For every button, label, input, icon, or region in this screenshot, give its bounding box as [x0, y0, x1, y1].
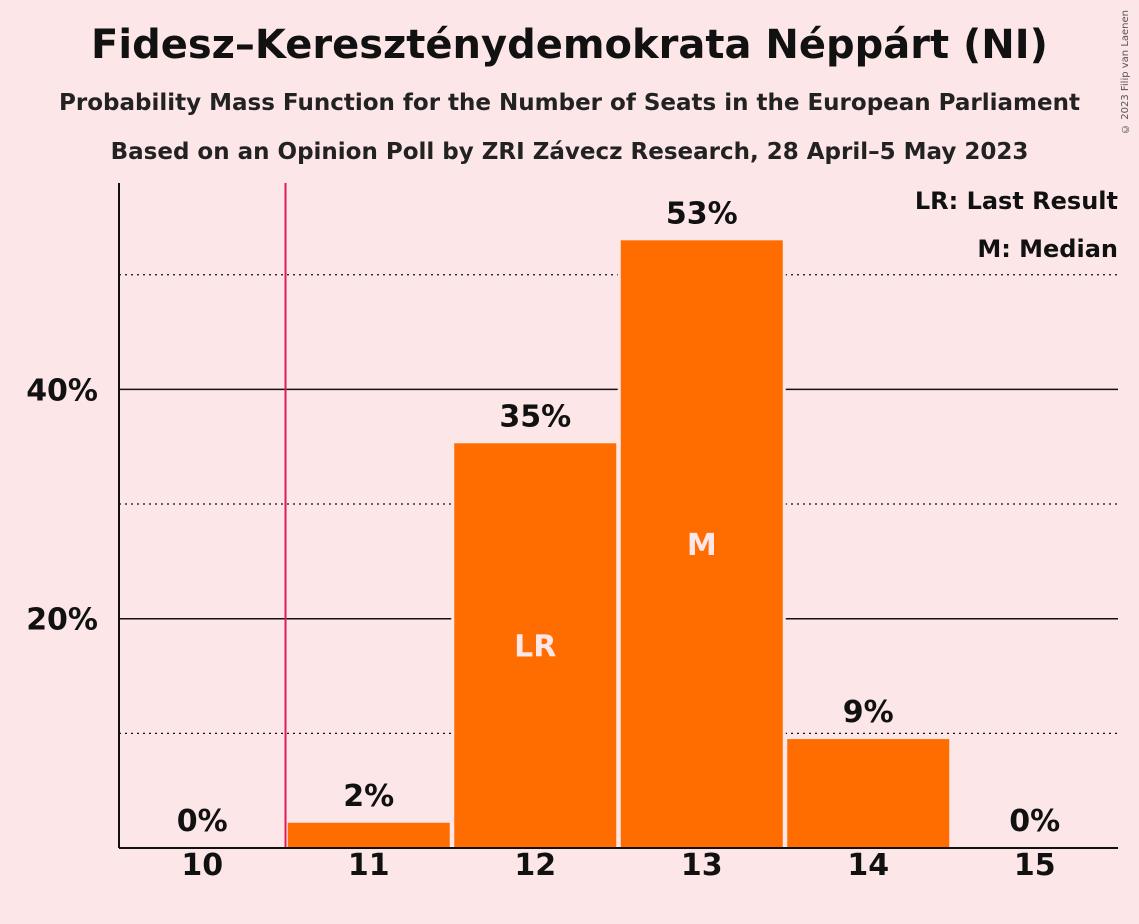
median-marker: M — [687, 528, 717, 563]
y-tick-label: 20% — [26, 603, 98, 638]
legend-last-result: LR: Last Result — [915, 187, 1118, 215]
chart-title: Fidesz–Kereszténydemokrata Néppárt (NI) — [91, 22, 1048, 68]
bar-14 — [787, 739, 950, 848]
value-label-12: 35% — [499, 399, 571, 434]
x-tick-label: 13 — [681, 848, 723, 883]
x-tick-label: 15 — [1014, 848, 1056, 883]
bar-13 — [620, 240, 783, 849]
value-label-15: 0% — [1009, 804, 1060, 839]
value-label-10: 0% — [177, 804, 228, 839]
bar-12 — [454, 443, 617, 848]
y-tick-label: 40% — [26, 373, 98, 408]
value-labels: 0% 2% 35% 53% 9% 0% LR M — [177, 196, 1060, 839]
chart-source: Based on an Opinion Poll by ZRI Závecz R… — [110, 139, 1029, 165]
value-label-13: 53% — [666, 196, 738, 231]
last-result-marker: LR — [514, 630, 556, 665]
value-label-11: 2% — [343, 779, 394, 814]
bars — [284, 237, 953, 849]
x-tick-label: 10 — [181, 848, 223, 883]
x-tick-label: 11 — [348, 848, 390, 883]
x-tick-label: 12 — [514, 848, 556, 883]
value-label-14: 9% — [843, 695, 894, 730]
axes: 10 11 12 13 14 15 — [118, 183, 1118, 883]
bar-11 — [287, 822, 450, 848]
x-tick-label: 14 — [847, 848, 889, 883]
chart-subtitle: Probability Mass Function for the Number… — [59, 90, 1080, 116]
legend-median: M: Median — [977, 235, 1118, 263]
